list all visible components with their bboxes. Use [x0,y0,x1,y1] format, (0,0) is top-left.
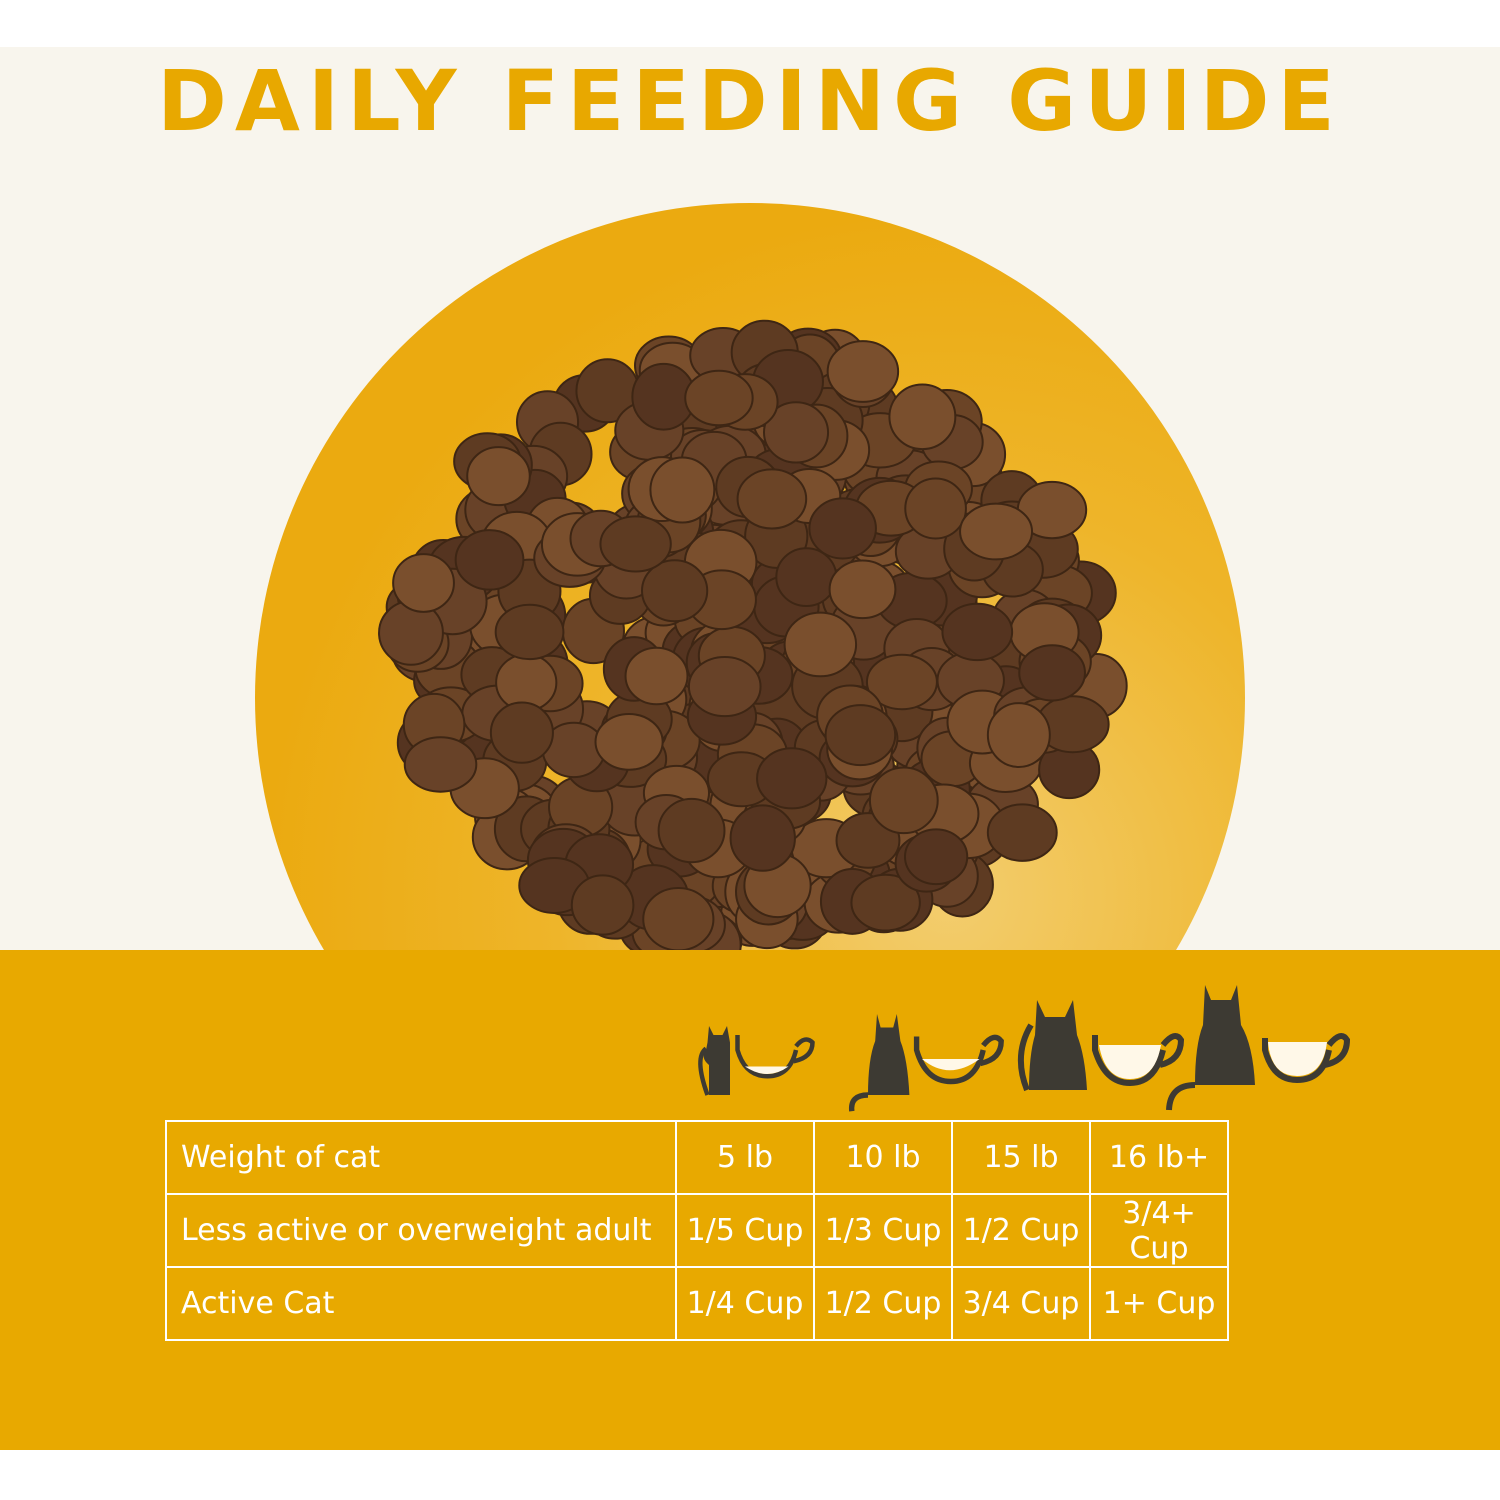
kibble-piece [868,766,939,835]
table-cell: 1/5 Cup [675,1193,815,1268]
feeding-table: Weight of cat 5 lb 10 lb 15 lb 16 lb+ Le… [165,1120,1229,1341]
kibble-piece [824,704,897,767]
table-cell: 1/4 Cup [675,1266,815,1341]
kibble-piece [736,468,808,530]
kibble-piece [826,340,900,403]
table-row: Active Cat 1/4 Cup 1/2 Cup 3/4 Cup 1+ Cu… [165,1266,1229,1341]
table-row: Weight of cat 5 lb 10 lb 15 lb 16 lb+ [165,1120,1229,1195]
kibble-piece [828,559,897,620]
kibble-piece [392,553,455,613]
table-cell: 1+ Cup [1089,1266,1229,1341]
kibble-piece [649,456,716,524]
kibble-piece [762,401,830,464]
kibble-piece [729,804,796,872]
kibble-piece [1018,644,1086,702]
kibble-piece [986,702,1051,768]
kibble-piece [403,736,478,793]
kibble-piece [466,446,531,507]
kibble-piece [684,369,754,427]
table-cell: 1/2 Cup [951,1193,1091,1268]
kibble-piece [454,529,525,591]
row-label: Weight of cat [165,1120,677,1195]
kibble-piece [903,828,969,886]
kibble-piece [941,602,1014,662]
cat-cup-16lb-icon [1166,985,1350,1111]
kibble-piece [808,497,877,560]
table-cell: 1/2 Cup [813,1266,953,1341]
kibble-piece [570,874,635,936]
table-cell: 15 lb [951,1120,1091,1195]
cat-cup-icons [698,985,1350,1112]
kibble-piece [642,887,715,950]
kibble-piece [494,603,565,661]
kibble-piece [775,547,838,607]
table-cell: 5 lb [675,1120,815,1195]
kibble-piece [959,502,1034,561]
table-cell: 16 lb+ [1089,1120,1229,1195]
table-cell: 1/3 Cup [813,1193,953,1268]
kibble-piece [624,646,689,706]
kibble-piece [489,701,554,764]
kibble-piece [687,655,762,718]
table-cell: 10 lb [813,1120,953,1195]
kibble-pile-image [378,319,1128,950]
kibble-piece [850,873,921,932]
kibble-piece [594,713,664,771]
kibble-piece [986,803,1058,862]
row-label: Less active or overweight adult [165,1193,677,1268]
row-label: Active Cat [165,1266,677,1341]
cat-cup-10lb-icon [848,1014,1004,1112]
kibble-piece [641,559,709,623]
cat-cup-5lb-icon [698,1026,815,1096]
kibble-piece [904,477,967,540]
kibble-piece [657,797,726,864]
kibble-piece [756,747,828,810]
kibble-piece [783,611,858,678]
table-row: Less active or overweight adult 1/5 Cup … [165,1193,1229,1268]
kibble-piece [599,515,672,573]
page-title: DAILY FEEDING GUIDE [157,52,1343,150]
table-cell: 3/4 Cup [951,1266,1091,1341]
table-cell: 3/4+ Cup [1089,1193,1229,1268]
kibble-piece [888,383,957,451]
cat-cup-15lb-icon [1017,1000,1185,1092]
